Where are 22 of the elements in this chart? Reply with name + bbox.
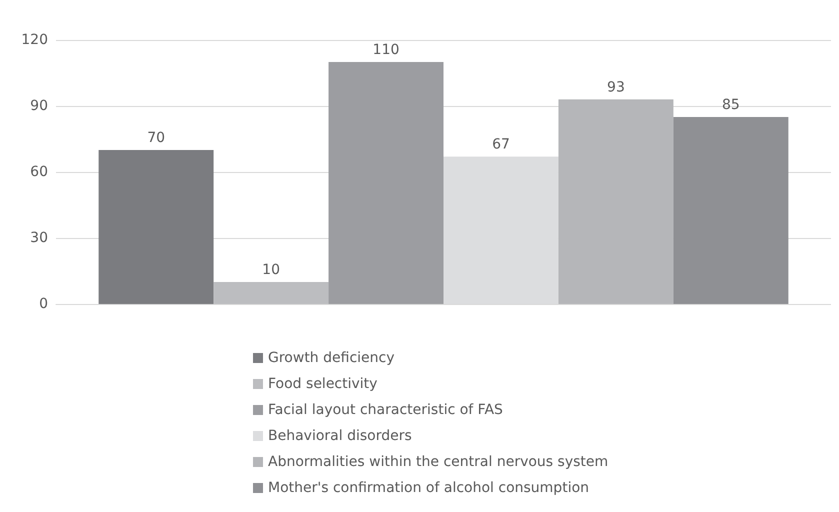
bar (673, 117, 788, 304)
data-label: 93 (607, 79, 625, 96)
y-tick-label: 30 (30, 230, 48, 246)
data-label: 10 (262, 262, 280, 278)
bar (98, 150, 214, 304)
legend-label: Food selectivity (268, 376, 378, 392)
data-label: 67 (492, 136, 510, 153)
legend-label: Abnormalities within the central nervous system (268, 454, 608, 470)
legend-label: Facial layout characteristic of FAS (268, 402, 504, 418)
legend-label: Growth deficiency (268, 350, 394, 366)
bar (328, 62, 444, 304)
y-tick-label: 120 (21, 32, 48, 48)
legend-label: Behavioral disorders (268, 428, 412, 444)
bar (214, 282, 329, 304)
legend-label: Mother's confirmation of alcohol consumption (268, 480, 590, 496)
data-label: 110 (372, 42, 400, 58)
data-label: 85 (722, 97, 740, 113)
y-tick-label: 90 (30, 98, 48, 114)
y-tick-label: 60 (30, 164, 48, 180)
bar (558, 99, 674, 304)
y-tick-label: 0 (39, 296, 48, 312)
data-label: 70 (147, 130, 166, 146)
